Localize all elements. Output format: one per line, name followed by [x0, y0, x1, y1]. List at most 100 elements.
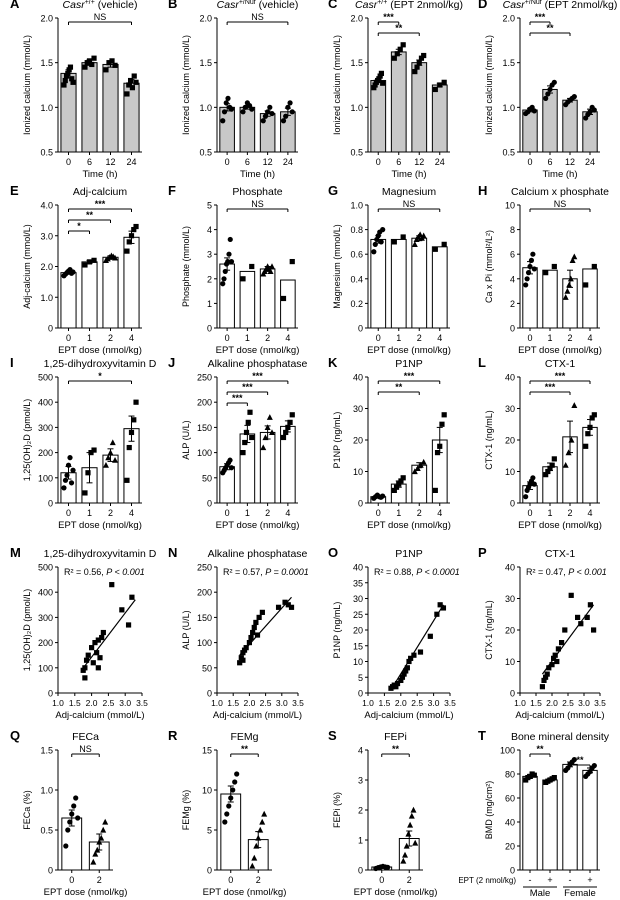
x-axis-label: Adj-calcium (mmol/L): [515, 710, 604, 721]
data-point: [434, 611, 440, 617]
x-tick-label: 2: [417, 333, 422, 343]
y-tick-label: 0: [207, 866, 212, 876]
data-point: [70, 79, 76, 85]
x-axis-label: EPT dose (nmol/kg): [58, 520, 142, 531]
data-point: [410, 806, 417, 813]
x-tick-label: 0: [527, 157, 532, 167]
data-point: [285, 602, 291, 608]
data-point: [99, 634, 105, 641]
y-tick-label: 2: [510, 299, 515, 309]
y-tick-label: 40: [505, 373, 515, 383]
x-tick-label: 1: [87, 508, 92, 518]
data-point: [250, 629, 256, 636]
data-point: [102, 462, 109, 468]
x-axis-label: Adj-calcium (mmol/L): [213, 710, 302, 721]
x-tick-label: 2: [417, 508, 422, 518]
y-tick-label: 0.5: [40, 826, 53, 836]
bar-0: [219, 263, 235, 329]
data-point: [412, 69, 418, 75]
y-tick-label: 150: [197, 613, 212, 623]
data-point: [112, 456, 119, 463]
y-axis-label: P1NP (ng/mL): [332, 602, 342, 659]
data-point: [539, 684, 545, 690]
data-point: [95, 665, 101, 671]
data-point: [567, 275, 574, 282]
panel-title: CTX-1: [545, 358, 575, 370]
r2-value: R² = 0.57,: [223, 567, 265, 577]
x-tick-label: 0: [379, 875, 384, 885]
data-point: [240, 276, 246, 282]
data-point: [226, 251, 232, 257]
data-point: [249, 862, 256, 869]
data-point: [547, 465, 553, 471]
x-tick-label: 12: [263, 157, 273, 167]
data-point: [89, 645, 95, 651]
data-point: [106, 60, 112, 66]
x-tick-label: 24: [283, 157, 293, 167]
panel-letter: F: [168, 183, 176, 198]
y-tick-label: 0.6: [350, 250, 363, 260]
data-point: [91, 257, 97, 263]
y-tick-label: 2.0: [199, 14, 212, 24]
y-tick-label: 0.8: [350, 225, 363, 235]
data-point: [221, 109, 228, 115]
bar-0: [522, 109, 538, 153]
data-point: [555, 646, 561, 652]
panel-letter: Q: [10, 728, 20, 743]
data-point: [65, 827, 71, 833]
x-tick-label: 0: [376, 333, 381, 343]
data-point: [248, 634, 254, 641]
data-point: [243, 429, 250, 436]
y-tick-label: 0.5: [199, 148, 212, 158]
data-point: [545, 468, 551, 475]
data-point: [91, 55, 97, 61]
y-axis-label: P1NP (ng/mL): [332, 412, 342, 469]
x-tick-label: 3.0: [119, 698, 131, 708]
data-point: [285, 424, 291, 430]
x-tick-label: 0: [225, 157, 230, 167]
bar-12: [102, 63, 119, 153]
data-point: [67, 819, 73, 825]
y-tick-label: 30: [505, 404, 515, 414]
data-point: [73, 795, 79, 801]
data-point: [63, 843, 69, 849]
x-tick-label: 1.0: [52, 698, 64, 708]
data-point: [82, 490, 88, 496]
data-point: [578, 621, 584, 627]
x-axis-label: Time (h): [82, 169, 117, 180]
data-point: [434, 450, 441, 456]
y-tick-label: 4: [358, 746, 363, 756]
y-axis-label: Ca x Pi (mmol²/L²): [484, 230, 494, 303]
data-point: [531, 108, 537, 114]
x-tick-label: 4: [129, 508, 134, 518]
y-tick-label: 0: [358, 689, 363, 699]
x-tick-label: 3.5: [136, 698, 148, 708]
data-point: [220, 281, 226, 287]
data-point: [131, 227, 137, 233]
y-tick-label: 1: [358, 836, 363, 846]
panel-title: Casr+/Nuf (vehicle): [217, 0, 299, 11]
y-tick-label: 0: [48, 689, 53, 699]
data-point: [418, 55, 425, 61]
data-point: [380, 227, 386, 233]
bar--: [562, 763, 578, 871]
data-point: [70, 467, 76, 473]
data-point: [414, 465, 421, 471]
y-tick-label: 3.0: [40, 231, 53, 241]
data-point: [90, 660, 96, 666]
y-tick-label: 30: [353, 594, 363, 604]
y-tick-label: 30: [505, 594, 515, 604]
data-point: [240, 657, 246, 663]
data-point: [92, 640, 98, 646]
data-point: [372, 82, 378, 88]
data-point: [554, 658, 560, 665]
sig-label: **: [576, 755, 584, 765]
y-tick-label: 400: [38, 398, 53, 408]
x-tick-label: 4: [285, 333, 290, 343]
data-point: [133, 79, 139, 85]
y-axis-label: ALP (U/L): [181, 610, 191, 649]
panel-P: 0 10 20 30 40 1.0 1.5 2.0 2.5 3.0 3.5 R² = 0.47, P …: [484, 563, 607, 722]
panel-letter: H: [478, 183, 487, 198]
y-axis-label: CTX-1 (ng/mL): [484, 410, 494, 470]
data-point: [401, 671, 407, 677]
